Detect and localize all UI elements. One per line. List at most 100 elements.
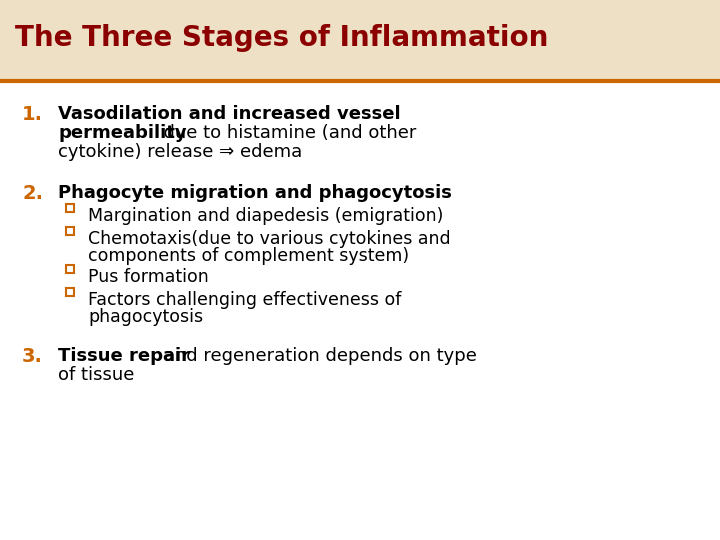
Bar: [575, 0, 576, 79]
Bar: [347, 0, 348, 79]
Bar: [82, 0, 83, 79]
Bar: [66, 288, 74, 296]
Bar: [85, 0, 86, 79]
Bar: [66, 204, 74, 212]
Bar: [539, 0, 540, 79]
Bar: [470, 0, 471, 79]
Bar: [36, 0, 37, 79]
Bar: [11, 0, 12, 79]
Bar: [192, 0, 193, 79]
Bar: [687, 0, 688, 79]
Bar: [416, 0, 417, 79]
Bar: [433, 0, 434, 79]
Bar: [188, 0, 189, 79]
Bar: [682, 0, 683, 79]
Bar: [545, 0, 546, 79]
Bar: [591, 0, 592, 79]
Bar: [650, 0, 651, 79]
Bar: [550, 0, 551, 79]
Bar: [429, 0, 430, 79]
Bar: [105, 0, 106, 79]
Bar: [532, 0, 533, 79]
Bar: [686, 0, 687, 79]
Bar: [607, 0, 608, 79]
Bar: [622, 0, 623, 79]
Bar: [50, 0, 51, 79]
Bar: [173, 0, 174, 79]
Bar: [158, 0, 159, 79]
Bar: [231, 0, 232, 79]
Bar: [565, 0, 566, 79]
Bar: [522, 0, 523, 79]
Bar: [136, 0, 137, 79]
Bar: [472, 0, 473, 79]
Bar: [655, 0, 656, 79]
Bar: [480, 0, 481, 79]
Bar: [21, 0, 22, 79]
Bar: [403, 0, 404, 79]
Bar: [693, 0, 694, 79]
Bar: [29, 0, 30, 79]
Bar: [186, 0, 187, 79]
Bar: [232, 0, 233, 79]
Bar: [14, 0, 15, 79]
Bar: [74, 0, 75, 79]
Bar: [594, 0, 595, 79]
Bar: [10, 0, 11, 79]
Bar: [226, 0, 227, 79]
Bar: [119, 0, 120, 79]
Bar: [710, 0, 711, 79]
Bar: [67, 0, 68, 79]
Bar: [350, 0, 351, 79]
Bar: [16, 0, 17, 79]
Bar: [463, 0, 464, 79]
Bar: [170, 0, 171, 79]
Bar: [603, 0, 604, 79]
Bar: [172, 0, 173, 79]
Bar: [5, 0, 6, 79]
Bar: [342, 0, 343, 79]
Bar: [272, 0, 273, 79]
Bar: [443, 0, 444, 79]
Bar: [501, 0, 502, 79]
Bar: [374, 0, 375, 79]
Bar: [592, 0, 593, 79]
Bar: [464, 0, 465, 79]
Bar: [181, 0, 182, 79]
Bar: [553, 0, 554, 79]
Bar: [70, 0, 71, 79]
Bar: [334, 0, 335, 79]
Bar: [86, 0, 87, 79]
Text: and regeneration depends on type: and regeneration depends on type: [158, 347, 477, 365]
Bar: [411, 0, 412, 79]
Bar: [287, 0, 288, 79]
Bar: [632, 0, 633, 79]
Bar: [277, 0, 278, 79]
Bar: [129, 0, 130, 79]
Bar: [54, 0, 55, 79]
Bar: [122, 0, 123, 79]
Bar: [0, 0, 720, 79]
Bar: [420, 0, 421, 79]
Bar: [698, 0, 699, 79]
Bar: [222, 0, 223, 79]
Bar: [490, 0, 491, 79]
Bar: [560, 0, 561, 79]
Text: Chemotaxis(due to various cytokines and: Chemotaxis(due to various cytokines and: [88, 230, 451, 248]
Bar: [424, 0, 425, 79]
Bar: [94, 0, 95, 79]
Bar: [42, 0, 43, 79]
Bar: [466, 0, 467, 79]
Bar: [697, 0, 698, 79]
Bar: [537, 0, 538, 79]
Bar: [204, 0, 205, 79]
Bar: [713, 0, 714, 79]
Bar: [273, 0, 274, 79]
Bar: [673, 0, 674, 79]
Bar: [556, 0, 557, 79]
Bar: [546, 0, 547, 79]
Bar: [505, 0, 506, 79]
Bar: [402, 0, 403, 79]
Bar: [488, 0, 489, 79]
Bar: [281, 0, 282, 79]
